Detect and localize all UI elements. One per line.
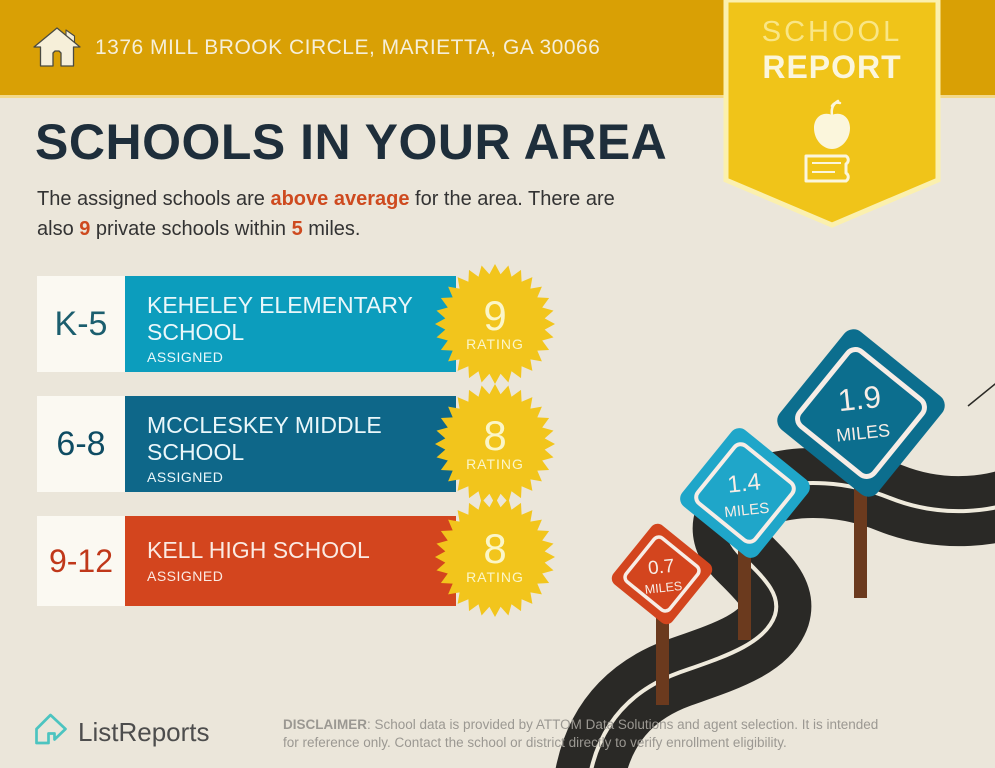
- svg-text:1.9: 1.9: [836, 379, 883, 418]
- svg-text:1.4: 1.4: [726, 468, 762, 498]
- svg-text:0.7: 0.7: [647, 556, 675, 580]
